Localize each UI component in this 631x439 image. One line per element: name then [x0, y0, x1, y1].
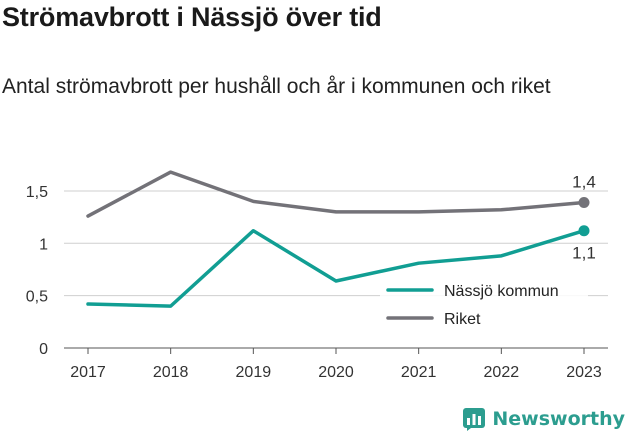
x-tick-label: 2022 — [484, 364, 520, 381]
y-tick-label: 1,5 — [26, 184, 48, 201]
legend-label-nassjo: Nässjö kommun — [444, 283, 559, 300]
chart-subtitle: Antal strömavbrott per hushåll och år i … — [2, 75, 551, 98]
legend-background — [380, 275, 588, 331]
series-line-riket — [86, 170, 586, 218]
x-tick-label: 2020 — [318, 364, 354, 381]
end-value-label-riket: 1,4 — [572, 172, 596, 191]
x-tick-label: 2021 — [401, 364, 437, 381]
legend-label-riket: Riket — [444, 311, 481, 328]
x-tick-label: 2017 — [70, 364, 106, 381]
y-tick-label: 1 — [39, 236, 48, 253]
y-tick-label: 0 — [39, 341, 48, 358]
series-end-point-nassjo — [578, 225, 590, 237]
series-line-nassjo — [86, 228, 586, 308]
x-tick-label: 2019 — [236, 364, 272, 381]
brand-name: Newsworthy — [492, 408, 625, 430]
newsworthy-logo-icon — [463, 408, 486, 431]
x-tick-label: 2018 — [153, 364, 189, 381]
brand-logo-group: Newsworthy — [462, 407, 625, 431]
y-tick-label: 0,5 — [26, 289, 48, 306]
end-value-label-nassjo: 1,1 — [572, 244, 596, 263]
series-end-point-riket — [578, 196, 590, 208]
chart-title: Strömavbrott i Nässjö över tid — [2, 2, 382, 32]
x-tick-label: 2023 — [566, 364, 602, 381]
